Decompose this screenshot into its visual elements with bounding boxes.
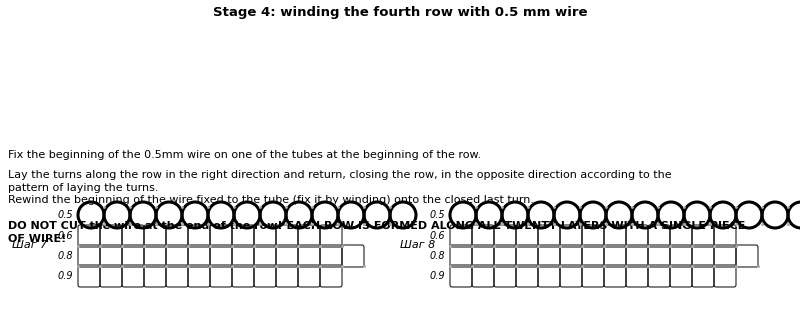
Text: 0.5: 0.5 — [430, 210, 445, 220]
Text: 0.6: 0.6 — [430, 231, 445, 241]
Text: 0.8: 0.8 — [430, 251, 445, 261]
Text: Шаг 8: Шаг 8 — [400, 240, 436, 250]
Text: 0.6: 0.6 — [58, 231, 73, 241]
Text: Шаг 7: Шаг 7 — [12, 240, 48, 250]
Text: Stage 4: winding the fourth row with 0.5 mm wire: Stage 4: winding the fourth row with 0.5… — [213, 6, 587, 19]
Text: 0.9: 0.9 — [430, 271, 445, 281]
Text: 0.8: 0.8 — [58, 251, 73, 261]
Text: 0.9: 0.9 — [58, 271, 73, 281]
Text: Rewind the beginning of the wire fixed to the tube (fix it by winding) onto the : Rewind the beginning of the wire fixed t… — [8, 195, 534, 205]
Text: 0.5: 0.5 — [58, 210, 73, 220]
Text: Fix the beginning of the 0.5mm wire on one of the tubes at the beginning of the : Fix the beginning of the 0.5mm wire on o… — [8, 150, 482, 160]
Text: DO NOT CUT the wire at the end of the row! EACH ROW IS FORMED ALONG ALL TWENTY L: DO NOT CUT the wire at the end of the ro… — [8, 221, 746, 244]
Text: Lay the turns along the row in the right direction and return, closing the row, : Lay the turns along the row in the right… — [8, 170, 672, 193]
